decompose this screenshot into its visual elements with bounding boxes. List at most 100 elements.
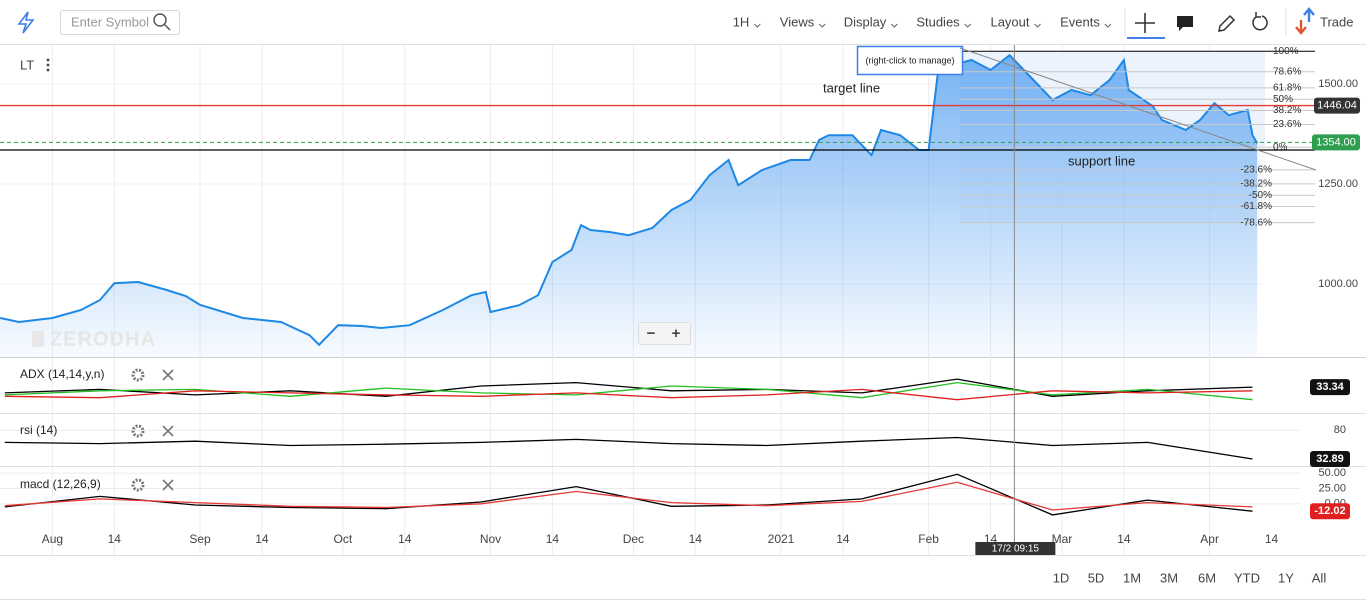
range-button[interactable]: All — [1312, 570, 1327, 585]
fib-label: 0% — [1273, 142, 1288, 153]
menu-chevron — [753, 23, 761, 28]
trade-down-icon[interactable] — [1295, 20, 1307, 35]
watermark-icon — [32, 331, 44, 347]
toolbar — [0, 0, 1366, 44]
settings-icon[interactable] — [131, 368, 145, 382]
settings-icon[interactable] — [131, 478, 145, 492]
y-tick-label: 1250.00 — [1318, 178, 1358, 190]
menu-chevron — [1104, 23, 1112, 28]
zoom-in[interactable]: + — [672, 325, 681, 342]
trend-line — [959, 47, 1317, 171]
range-button[interactable]: 5D — [1088, 570, 1105, 585]
price-badge-text: 1354.00 — [1316, 136, 1356, 148]
menu-item[interactable]: Studies — [916, 14, 960, 29]
watermark: ZERODHA — [50, 328, 156, 350]
note-text: (right-click to manage) — [865, 55, 954, 65]
search-placeholder[interactable]: Enter Symbol — [71, 14, 149, 29]
fib-label: 100% — [1273, 46, 1299, 57]
menu-item[interactable]: Views — [780, 14, 815, 29]
fib-label: 61.8% — [1273, 83, 1301, 94]
menu-item[interactable]: Events — [1060, 14, 1100, 29]
menu-item[interactable]: Display — [844, 14, 887, 29]
close-icon[interactable] — [162, 479, 174, 491]
close-icon[interactable] — [162, 425, 174, 437]
note-box — [856, 45, 964, 76]
settings-icon[interactable] — [131, 424, 145, 438]
value-badge — [1310, 503, 1350, 520]
x-tick-label: Mar — [1052, 532, 1073, 546]
y-tick-label: 1500.00 — [1318, 78, 1358, 90]
x-tick-label: 14 — [836, 532, 850, 546]
x-tick-label: 14 — [1117, 532, 1131, 546]
x-tick-label: Dec — [623, 532, 644, 546]
range-button[interactable]: 1D — [1053, 570, 1070, 585]
range-button[interactable]: 1Y — [1278, 570, 1294, 585]
x-tick-label: 14 — [546, 532, 560, 546]
menu-dot[interactable] — [46, 63, 50, 67]
menu-chevron — [1034, 23, 1041, 28]
indicator-line — [4, 481, 1253, 511]
trade-button[interactable]: Trade — [1320, 14, 1353, 29]
price-badge-text: 1446.04 — [1317, 99, 1357, 111]
reset-tool[interactable] — [1252, 12, 1268, 31]
close-icon[interactable] — [162, 369, 174, 381]
search-icon — [163, 23, 171, 31]
y-tick-label: 80 — [1334, 424, 1346, 436]
y-tick-label: 50.00 — [1318, 467, 1346, 479]
range-button[interactable]: 3M — [1160, 570, 1178, 585]
menu-dot[interactable] — [46, 58, 50, 62]
draw-tool[interactable] — [1218, 14, 1236, 32]
x-tick-label: 14 — [108, 532, 122, 546]
x-tick-label: 14 — [398, 532, 412, 546]
price-badge — [1312, 134, 1360, 151]
y-tick-label: 1000.00 — [1318, 278, 1358, 290]
logo-icon[interactable] — [17, 11, 35, 34]
fib-label: -78.6% — [1240, 217, 1272, 228]
trade-up-icon[interactable] — [1303, 7, 1315, 22]
crosshair-badge — [975, 542, 1056, 555]
plot-area: Aug 14 Sep 14 Oct 14 Nov 14 Dec 14 2021 14 Feb 14 Mar 1… — [0, 45, 1366, 555]
value-badge-text: 33.34 — [1316, 381, 1344, 393]
menu-group: 1H Views Display Studies Layout Events — [733, 14, 1112, 29]
fib-label: 38.2% — [1273, 105, 1301, 116]
symbol-label: LT — [20, 57, 34, 72]
fib-label: 23.6% — [1273, 119, 1301, 130]
value-badge-text: -12.02 — [1314, 505, 1345, 517]
range-button[interactable]: YTD — [1234, 570, 1260, 585]
x-tick-label: Oct — [334, 532, 353, 546]
menu-chevron — [964, 23, 972, 28]
crosshair-tool[interactable] — [1135, 13, 1155, 33]
menu-item[interactable]: 1H — [733, 14, 750, 29]
fib-label: -23.6% — [1240, 164, 1272, 175]
crosshair-label: 17/2 09:15 — [992, 544, 1040, 555]
x-tick-label: Aug — [42, 532, 63, 546]
indicator-title: ADX (14,14,y,n) — [20, 367, 104, 381]
indicator-title: macd (12,26,9) — [20, 477, 101, 491]
value-badge — [1310, 450, 1350, 467]
price-badge — [1314, 97, 1360, 114]
zoom-out[interactable]: − — [647, 325, 656, 342]
fib-label: -38.2% — [1240, 179, 1272, 190]
fib-label: 50% — [1273, 94, 1293, 105]
range-button[interactable]: 6M — [1198, 570, 1216, 585]
x-tick-label: 14 — [689, 532, 703, 546]
value-badge — [1310, 379, 1350, 396]
value-badge-text: 32.89 — [1316, 453, 1344, 465]
menu-dot[interactable] — [46, 68, 50, 72]
comment-tool[interactable] — [1177, 16, 1193, 31]
x-tick-label: 14 — [255, 532, 269, 546]
indicator-line — [4, 388, 1253, 401]
range-button[interactable]: 1M — [1123, 570, 1141, 585]
level-annotation: support line — [1068, 153, 1135, 168]
x-tick-label: Feb — [918, 532, 939, 546]
search-icon[interactable] — [153, 13, 167, 27]
fib-label: -61.8% — [1240, 201, 1272, 212]
x-tick-label: 14 — [1265, 532, 1279, 546]
level-annotation: target line — [823, 80, 880, 95]
symbol-search[interactable] — [60, 10, 180, 35]
x-tick-label: Nov — [480, 532, 501, 546]
indicator-line — [4, 436, 1253, 460]
menu-item[interactable]: Layout — [990, 14, 1029, 29]
menu-chevron — [890, 23, 898, 28]
